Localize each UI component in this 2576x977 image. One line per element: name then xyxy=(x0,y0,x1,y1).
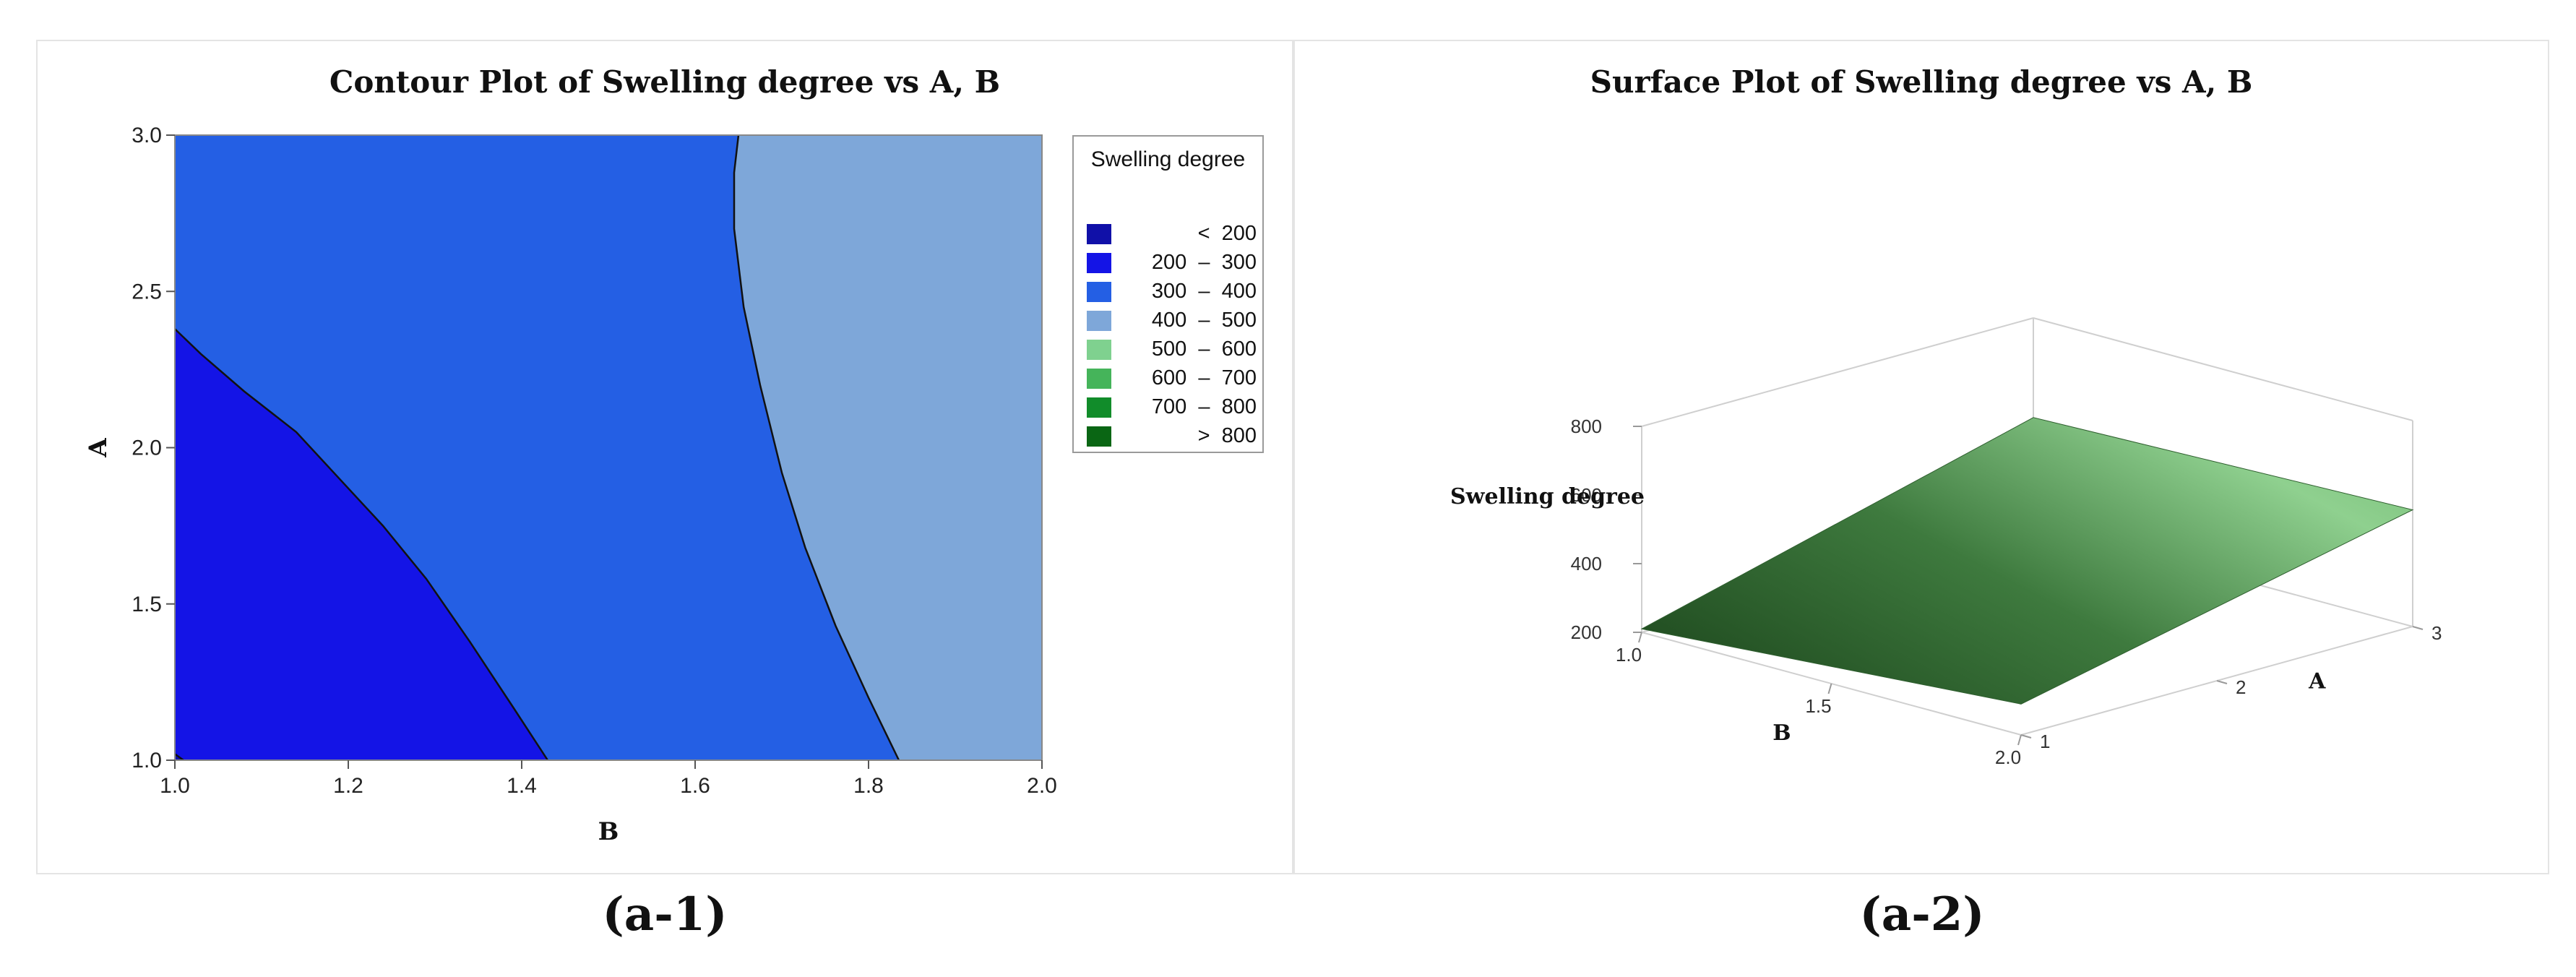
legend-label: 400 – 500 xyxy=(1151,309,1257,332)
legend-label: < 200 xyxy=(1197,222,1257,245)
contour-plot-title: Contour Plot of Swelling degree vs A, B xyxy=(329,64,1001,100)
z-tick-label: 600 xyxy=(1571,484,1602,506)
caption-a2: (a-2) xyxy=(1859,887,1985,942)
y-tick-label: 2 xyxy=(2236,676,2246,698)
response-surface xyxy=(1640,417,2414,705)
surface-plot-title: Surface Plot of Swelling degree vs A, B xyxy=(1590,64,2253,100)
y-tick-mark xyxy=(2216,680,2228,684)
legend-swatch xyxy=(1087,253,1111,273)
legend-swatch xyxy=(1087,397,1111,418)
legend-label: > 800 xyxy=(1197,424,1257,447)
box-edge xyxy=(2033,317,2413,421)
legend-swatch xyxy=(1087,426,1111,447)
legend-entry: 200 – 300 xyxy=(1087,251,1257,275)
x-tick-label: 1.0 xyxy=(1616,644,1642,666)
x-tick-label: 2.0 xyxy=(1027,774,1057,798)
y-axis-label: A xyxy=(2308,669,2326,694)
legend-entry: 400 – 500 xyxy=(1087,309,1257,333)
contour-line-300 xyxy=(174,328,549,761)
caption-a1: (a-1) xyxy=(602,887,728,942)
x-tick-label: 1.6 xyxy=(680,774,710,798)
legend-label: 600 – 700 xyxy=(1151,366,1257,389)
y-tick-label: 3.0 xyxy=(132,124,162,147)
x-tick-label: 1.0 xyxy=(160,774,190,798)
region-200-300 xyxy=(175,329,548,760)
z-axis-label: Swelling degree xyxy=(1450,484,1645,509)
contour-line-200 xyxy=(174,753,184,762)
contour-line-400 xyxy=(733,134,900,761)
legend-swatch xyxy=(1087,282,1111,302)
x-axis-label: B xyxy=(598,817,619,846)
y-tick-mark xyxy=(2020,734,2032,739)
y-tick-label: 2.5 xyxy=(132,280,162,304)
x-axis-label: B xyxy=(1772,720,1791,746)
y-tick-label: 2.0 xyxy=(132,436,162,460)
legend-entry: 600 – 700 xyxy=(1087,366,1257,391)
y-tick-label: 3 xyxy=(2431,622,2442,644)
contour-legend: Swelling degree < 200 200 – 300 300 – 400 4… xyxy=(1072,135,1264,453)
x-tick-label: 1.5 xyxy=(1805,695,1831,717)
legend-swatch xyxy=(1087,340,1111,360)
legend-entry: 700 – 800 xyxy=(1087,395,1257,420)
legend-title: Swelling degree xyxy=(1090,147,1246,171)
box-edge xyxy=(1641,317,2034,427)
legend-label: 500 – 600 xyxy=(1151,337,1257,361)
x-tick-label: 2.0 xyxy=(1995,746,2021,768)
contour-plot: 1.0 1.2 1.4 1.6 1.8 2.0 1.0 1.5 2.0 2.5 3.0 B A xyxy=(84,124,1057,846)
y-tick-label: 1.5 xyxy=(132,593,162,616)
legend-entry: < 200 xyxy=(1087,222,1257,246)
legend-entry: 300 – 400 xyxy=(1087,280,1257,304)
x-tick-label: 1.2 xyxy=(333,774,363,798)
z-tick-label: 400 xyxy=(1571,553,1602,574)
legend-label: 300 – 400 xyxy=(1151,280,1257,303)
legend-swatch xyxy=(1087,224,1111,244)
surface-plot: 200 400 600 800 1.0 1.5 2.0 1 2 3 Swelling degree B… xyxy=(1450,317,2442,768)
legend-swatch xyxy=(1087,369,1111,389)
y-tick-label: 1 xyxy=(2040,731,2050,752)
legend-entry: > 800 xyxy=(1087,424,1257,449)
y-axis-label: A xyxy=(84,438,113,458)
z-tick-label: 200 xyxy=(1571,621,1602,643)
z-tick-label: 800 xyxy=(1571,416,1602,437)
legend-swatch xyxy=(1087,311,1111,331)
y-tick-label: 1.0 xyxy=(132,749,162,772)
x-tick-label: 1.4 xyxy=(507,774,537,798)
x-tick-mark xyxy=(1638,632,1642,643)
surface-plot-panel: Surface Plot of Swelling degree vs A, B … xyxy=(1293,40,2549,874)
legend-label: 200 – 300 xyxy=(1151,251,1257,274)
legend-entry: 500 – 600 xyxy=(1087,337,1257,362)
x-tick-label: 1.8 xyxy=(853,774,884,798)
x-tick-mark xyxy=(1827,683,1832,694)
contour-plot-panel: Contour Plot of Swelling degree vs A, B … xyxy=(36,40,1293,874)
x-tick-mark xyxy=(2017,734,2022,746)
y-tick-mark xyxy=(2412,626,2424,630)
legend-label: 700 – 800 xyxy=(1151,395,1257,418)
